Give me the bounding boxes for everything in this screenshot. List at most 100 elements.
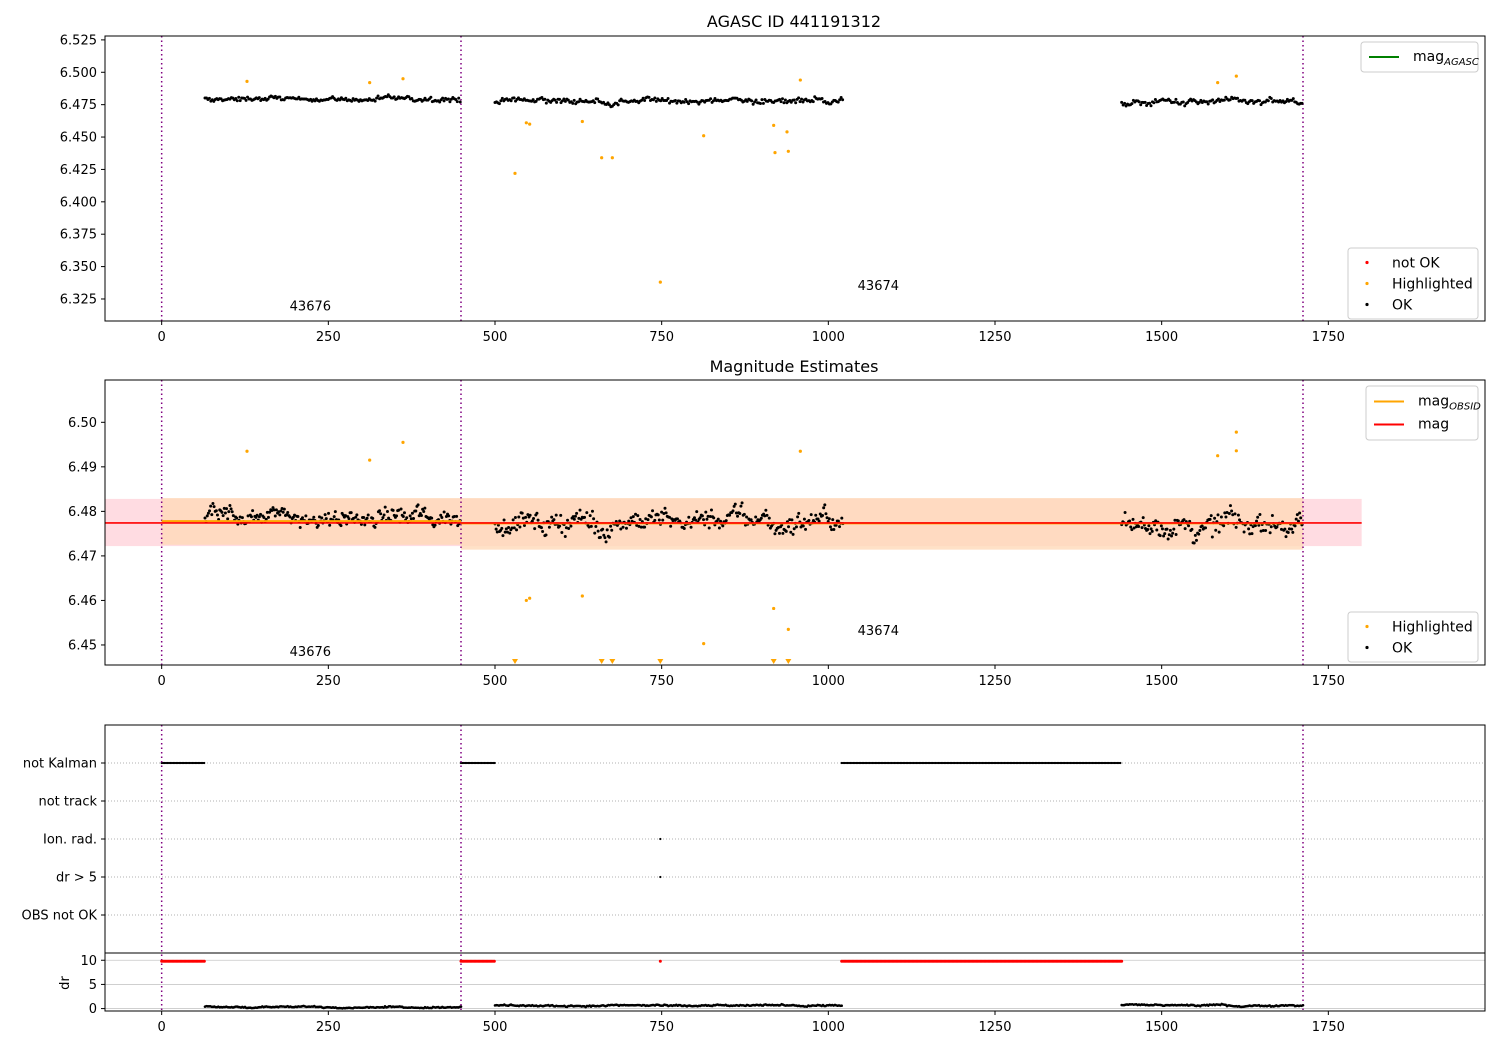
p2-ok-point <box>528 513 532 517</box>
p2-highlighted-point <box>401 440 405 444</box>
p2-ok-point <box>298 526 302 530</box>
p2-ok-point <box>512 526 516 530</box>
p2-ok-point <box>1224 515 1228 519</box>
p1-highlighted-point <box>580 119 584 124</box>
p1-ok-point <box>761 101 765 105</box>
p2-highlighted-point <box>1234 430 1238 434</box>
p1-ok-point <box>1143 100 1147 104</box>
p2-ok-point <box>397 508 401 512</box>
p2-ok-point <box>279 509 283 513</box>
p2-ok-point <box>644 517 648 521</box>
p2-ok-point <box>1257 523 1261 527</box>
p2-ok-point <box>1210 535 1214 539</box>
p1-highlighted-point <box>658 280 662 284</box>
p2-ok-point <box>607 535 611 539</box>
p2-ok-point <box>777 531 781 535</box>
p2-ok-point <box>227 510 231 514</box>
p2-ok-point <box>824 512 828 516</box>
p2-ok-point <box>767 516 771 520</box>
p2-ok-point <box>296 514 300 518</box>
p1-ok-point <box>1137 100 1141 104</box>
p2-ok-point <box>668 515 672 519</box>
p2-ok-point <box>840 516 844 520</box>
p2-ok-point <box>422 510 426 514</box>
p2-ok-point <box>209 504 213 508</box>
p2-ok-point <box>351 516 355 520</box>
p1-ok-point <box>407 95 411 99</box>
p2-obsid-label: 43676 <box>290 645 331 660</box>
p1-highlighted-point <box>528 122 532 126</box>
p2-ok-point <box>264 517 268 521</box>
p2-ok-point <box>222 506 226 510</box>
p2-ok-point <box>246 514 250 518</box>
p2-ok-point <box>1256 515 1260 519</box>
p2-xtick-label: 0 <box>158 674 166 689</box>
p2-ok-point <box>1167 533 1171 537</box>
p1-ok-point <box>778 97 782 101</box>
p1-ok-point <box>779 100 783 104</box>
p2-ok-point <box>587 525 591 529</box>
p1-ok-point <box>1228 98 1232 102</box>
p2-ok-point <box>1236 513 1240 517</box>
p2-ok-point <box>1261 529 1265 533</box>
p2-ok-point <box>430 516 434 520</box>
p2-ok-point <box>280 506 284 510</box>
p3-dr-tick-label: 5 <box>89 978 97 993</box>
p2-ok-point <box>272 508 276 512</box>
p2-ok-point <box>682 526 686 530</box>
p2-highlighted-point <box>702 642 706 646</box>
p3-dr-flagged-point <box>658 959 662 963</box>
p2-ok-point <box>539 526 543 530</box>
p2-ok-point <box>704 510 708 514</box>
p2-ok-point <box>1174 533 1178 537</box>
p1-ok-point <box>577 100 581 104</box>
p2-ok-point <box>1204 526 1208 530</box>
p2-ok-point <box>439 513 443 517</box>
p2-highlighted-point <box>245 449 249 453</box>
p2-ok-point <box>733 502 737 506</box>
p1-ok-point <box>237 95 241 99</box>
p2-ok-point <box>495 530 499 534</box>
p1-ok-point <box>350 99 354 103</box>
p3-xtick-label: 500 <box>483 1020 508 1035</box>
panel-flags-frame <box>104 724 1486 1012</box>
p2-highlighted-below-marker <box>512 659 518 664</box>
p2-ok-point <box>578 508 582 512</box>
panel-mag-estimates: Magnitude Estimates 0 250 500 750 1000 1250 15… <box>68 357 1486 689</box>
p2-ok-point <box>324 517 328 521</box>
p2-ok-point <box>323 513 327 517</box>
p2-ok-point <box>1228 504 1232 508</box>
p3-xtick-label: 1750 <box>1312 1020 1345 1035</box>
p2-lower-legend-label: Highlighted <box>1392 620 1473 636</box>
p1-ok-point <box>659 99 663 103</box>
p1-ok-point <box>446 97 450 101</box>
p2-highlighted-point <box>772 606 776 611</box>
p2-ok-point <box>776 526 780 530</box>
p1-highlighted-point <box>600 156 604 160</box>
p2-ok-point <box>270 508 274 512</box>
p1-ok-point <box>497 102 501 106</box>
p1-ok-point <box>1250 99 1254 103</box>
p2-ok-point <box>573 514 577 518</box>
p2-ok-point <box>1296 519 1300 523</box>
p2-ok-point <box>749 518 753 522</box>
p2-ok-point <box>240 516 244 520</box>
p2-ok-point <box>382 513 386 517</box>
p3-dr-point <box>1301 1003 1305 1007</box>
p1-highlighted-point <box>798 78 802 82</box>
p3-flag-point <box>203 761 206 765</box>
p2-ok-point <box>533 527 537 531</box>
p1-highlighted-point <box>368 81 372 85</box>
p2-ok-point <box>1200 524 1204 528</box>
p2-ok-point <box>657 518 661 522</box>
p1-ok-point <box>839 96 843 100</box>
p2-ok-point <box>571 515 575 519</box>
p2-ok-point <box>419 513 423 517</box>
p3-flag-label: Ion. rad. <box>43 833 97 848</box>
p2-ok-point <box>378 509 382 513</box>
p2-ok-point <box>381 516 385 520</box>
p2-ok-point <box>1242 530 1246 534</box>
p2-ytick-label: 6.49 <box>68 460 97 475</box>
p2-ok-point <box>1298 511 1302 515</box>
p1-ok-point <box>1120 100 1124 104</box>
